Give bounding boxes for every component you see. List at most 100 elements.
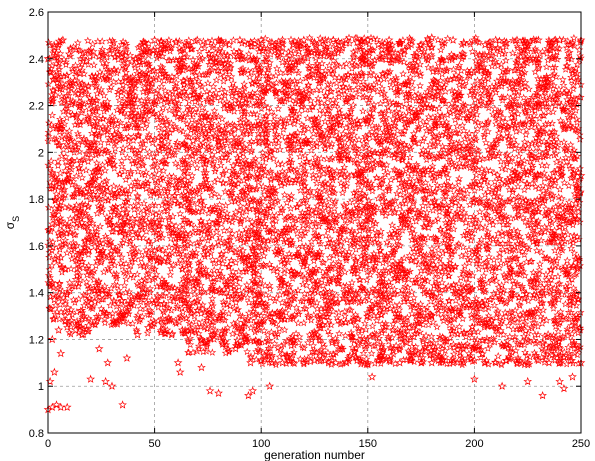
- data-point-star: [480, 40, 490, 49]
- data-point-star: [299, 358, 309, 367]
- data-point-star: [69, 241, 78, 250]
- data-point-star: [203, 37, 213, 47]
- data-point-star: [94, 51, 104, 61]
- data-point-star: [470, 194, 479, 203]
- data-point-star: [502, 355, 511, 365]
- data-point-star: [86, 194, 96, 203]
- data-point-star: [374, 40, 383, 49]
- data-point-star: [555, 35, 565, 44]
- data-point-star: [241, 337, 251, 346]
- data-point-star: [145, 253, 155, 262]
- data-point-star: [310, 355, 319, 365]
- data-point-star: [406, 355, 415, 365]
- data-point-star: [563, 217, 573, 227]
- data-point-star: [555, 358, 565, 367]
- data-point-star: [480, 358, 490, 367]
- data-point-star: [246, 358, 255, 367]
- data-point-star: [205, 386, 215, 395]
- data-point-star: [523, 358, 533, 367]
- y-tick-label: 1.2: [29, 334, 44, 346]
- data-point-star: [350, 229, 360, 238]
- data-point-star: [118, 400, 127, 409]
- data-point-star: [154, 229, 164, 238]
- data-point-star: [273, 159, 283, 168]
- data-point-star: [94, 344, 104, 353]
- data-point-star: [177, 325, 187, 334]
- data-point-star: [333, 276, 343, 285]
- x-tick-label: 0: [45, 438, 51, 450]
- data-points: [43, 33, 586, 414]
- data-point-star: [182, 40, 191, 49]
- data-point-star: [288, 40, 298, 49]
- data-point-star: [523, 376, 533, 386]
- data-point-star: [523, 40, 533, 49]
- data-point-star: [50, 367, 59, 376]
- data-point-star: [495, 124, 505, 133]
- data-point-star: [331, 40, 341, 49]
- data-point-star: [77, 330, 87, 339]
- data-point-star: [487, 147, 496, 157]
- data-point-star: [122, 353, 132, 362]
- data-point-star: [376, 159, 385, 168]
- y-tick-label: 1.4: [29, 288, 44, 300]
- data-point-star: [565, 40, 575, 49]
- data-point-star: [175, 367, 185, 376]
- data-point-star: [52, 400, 61, 409]
- data-point-star: [218, 339, 228, 348]
- data-point-star: [222, 299, 232, 309]
- data-point-star: [452, 241, 462, 250]
- y-tick-label: 2: [38, 147, 44, 159]
- data-point-star: [224, 40, 234, 49]
- data-point-star: [497, 381, 507, 390]
- data-point-star: [502, 37, 511, 47]
- data-point-star: [156, 327, 166, 337]
- data-point-star: [60, 316, 70, 325]
- data-point-star: [214, 65, 223, 75]
- data-point-star: [512, 35, 522, 44]
- data-point-star: [64, 49, 74, 58]
- data-point-star: [363, 35, 373, 44]
- data-point-star: [384, 355, 394, 365]
- data-point-star: [448, 35, 458, 44]
- data-point-star: [137, 276, 147, 285]
- data-point-star: [572, 194, 582, 203]
- data-point-star: [470, 374, 479, 383]
- data-point-star: [406, 35, 415, 44]
- data-point-star: [84, 320, 93, 330]
- data-point-star: [416, 358, 426, 367]
- data-point-star: [171, 182, 181, 192]
- data-point-star: [246, 37, 255, 47]
- data-point-star: [99, 306, 108, 316]
- data-point-star: [395, 358, 405, 367]
- data-point-star: [50, 295, 59, 304]
- data-point-star: [71, 44, 81, 54]
- y-tick-label: 1: [38, 381, 44, 393]
- data-point-star: [56, 348, 66, 358]
- data-point-star: [444, 264, 454, 274]
- x-tick-label: 50: [148, 438, 160, 450]
- y-tick-label: 0.8: [29, 428, 44, 440]
- data-point-star: [94, 171, 104, 180]
- data-point-star: [139, 37, 149, 47]
- y-tick-label: 2.6: [29, 7, 44, 19]
- data-point-star: [231, 344, 240, 353]
- data-point-star: [256, 35, 266, 44]
- data-point-star: [267, 358, 277, 367]
- x-tick-label: 100: [252, 438, 270, 450]
- data-point-star: [207, 330, 217, 339]
- data-point-star: [128, 77, 138, 86]
- data-point-star: [310, 37, 319, 47]
- data-point-star: [107, 381, 117, 390]
- data-point-star: [307, 65, 317, 75]
- data-point-star: [538, 391, 547, 400]
- data-point-star: [278, 358, 287, 367]
- data-point-star: [265, 381, 275, 390]
- data-point-star: [448, 358, 458, 367]
- data-point-star: [565, 355, 575, 365]
- data-point-star: [461, 217, 471, 227]
- data-point-star: [568, 147, 577, 157]
- data-point-star: [214, 35, 223, 44]
- data-point-star: [325, 299, 334, 309]
- data-point-star: [401, 89, 411, 98]
